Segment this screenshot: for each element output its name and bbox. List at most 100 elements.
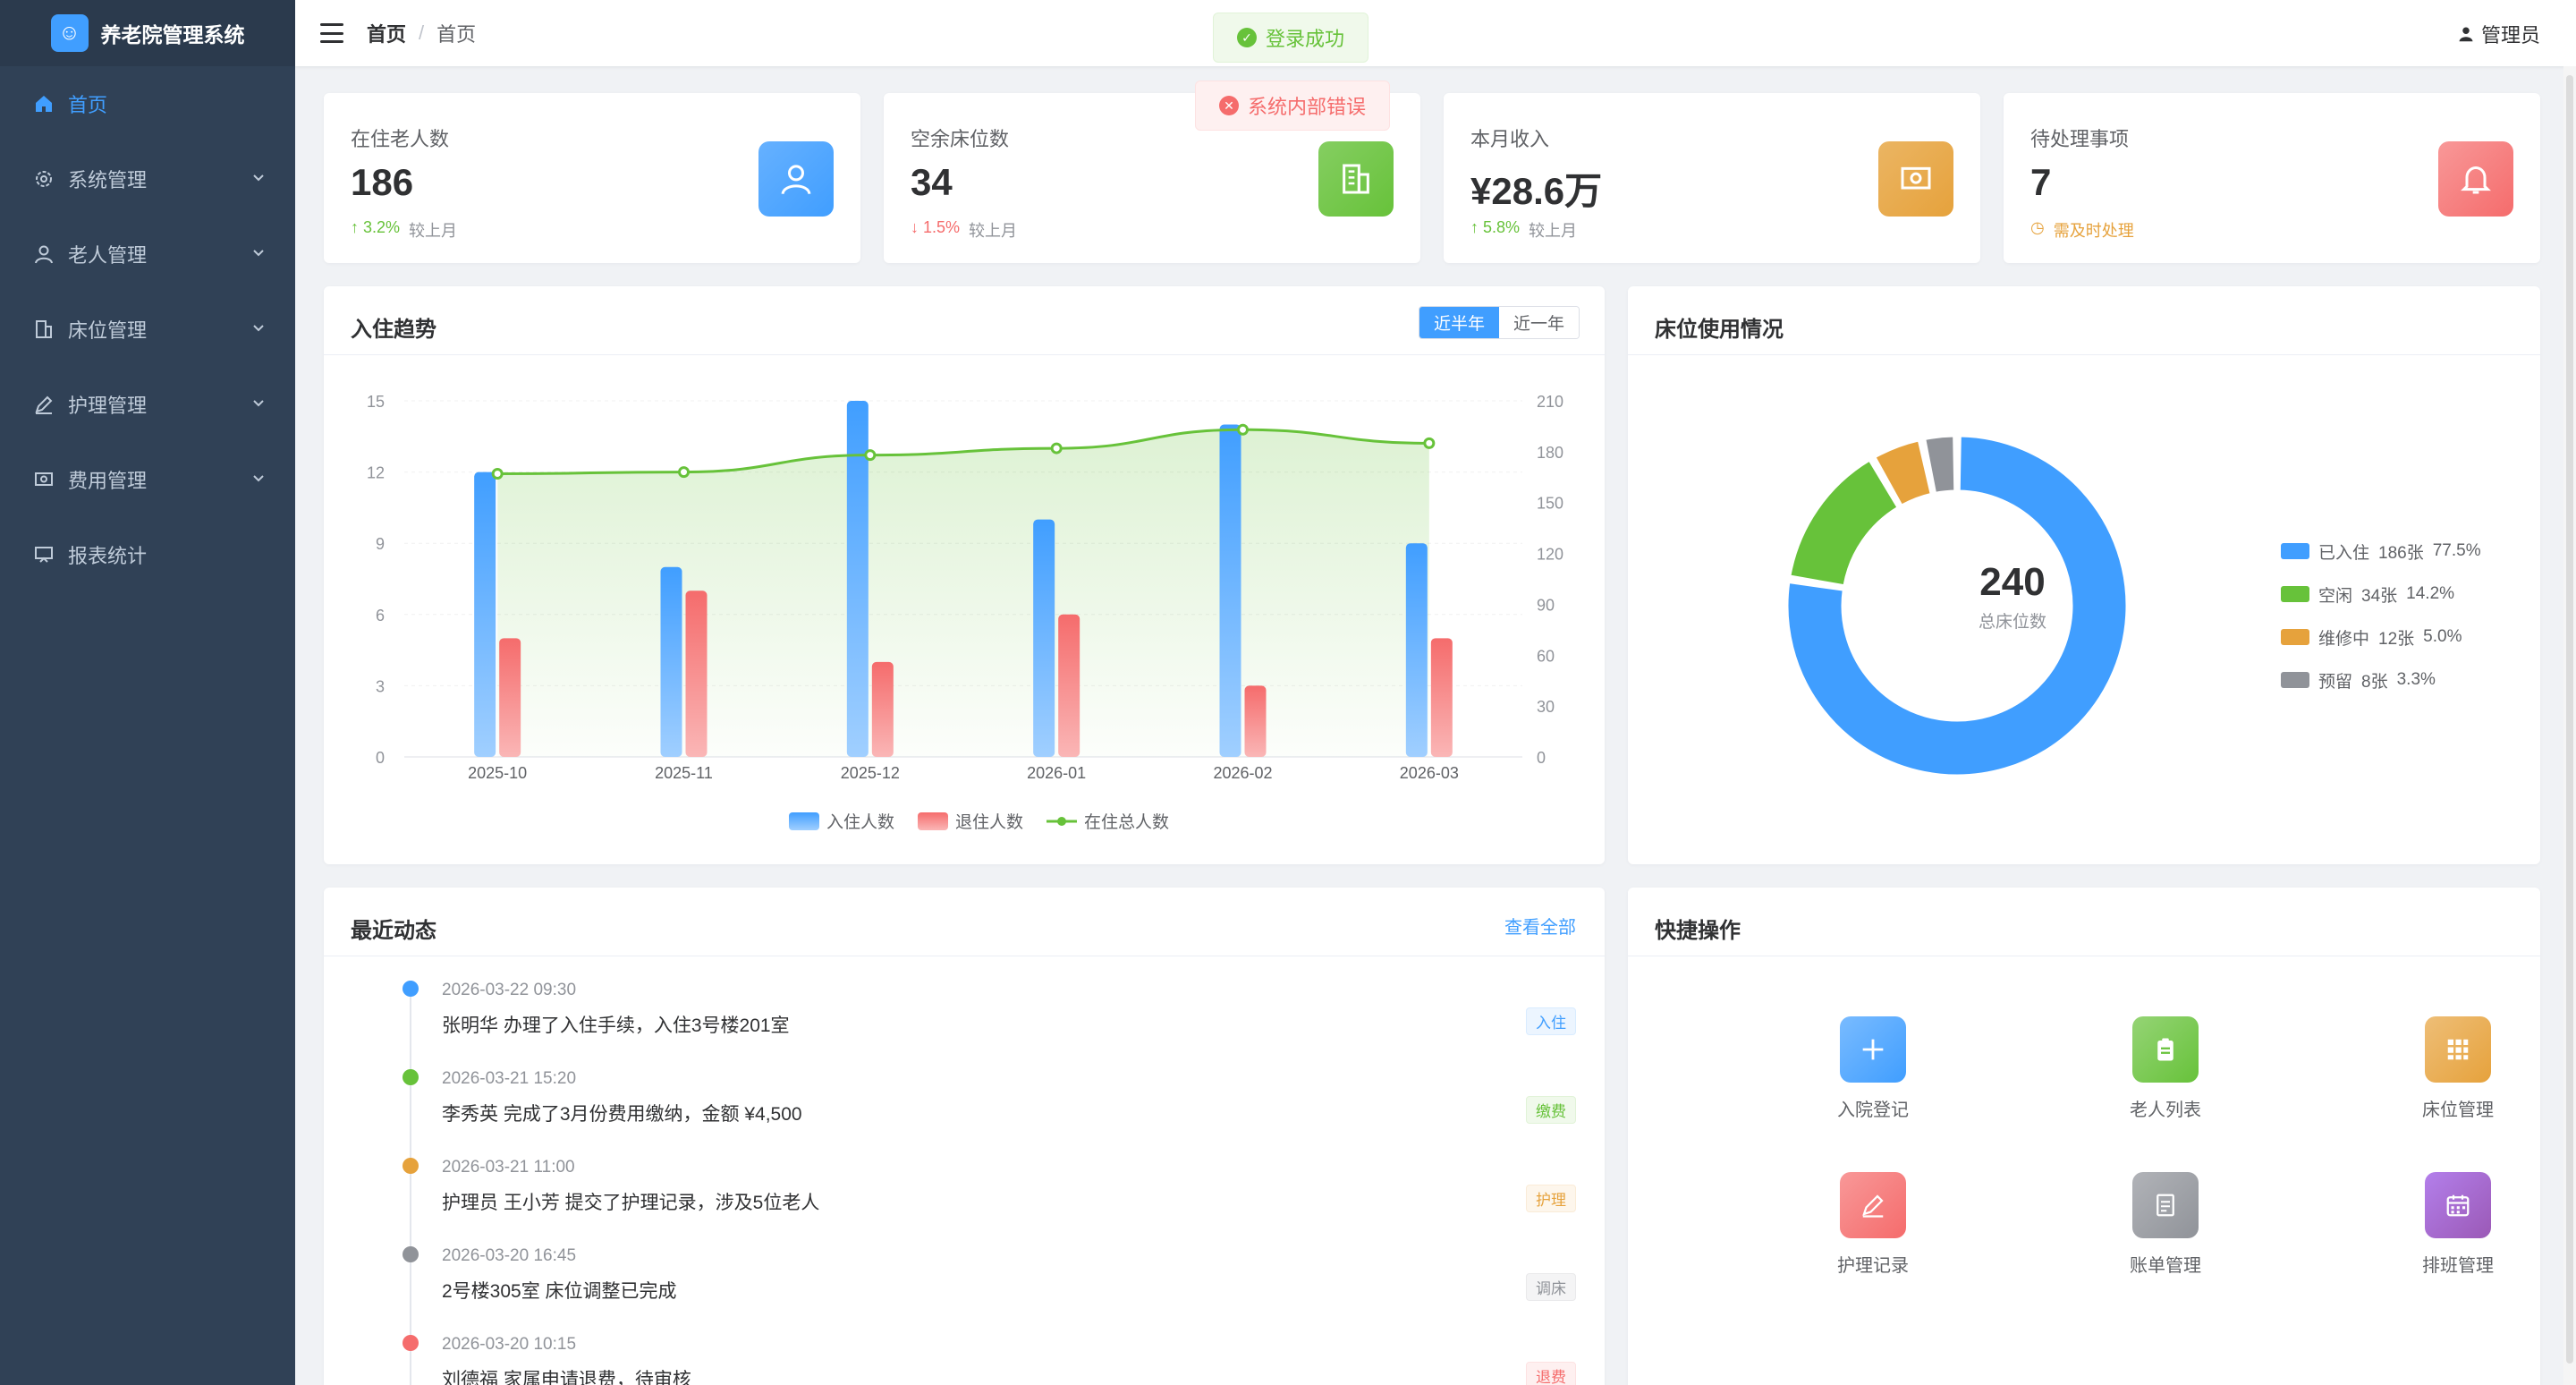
timeline-item[interactable]: 2026-03-22 09:30 张明华 办理了入住手续，入住3号楼201室 入… (324, 981, 1605, 1068)
quick-action-admission[interactable]: 入院登记 (1792, 1016, 1953, 1121)
quick-action-label: 护理记录 (1837, 1256, 1909, 1276)
timeline-line (410, 986, 411, 1385)
stat-value: 34 (911, 161, 953, 203)
legend-item[interactable]: 退住人数 (918, 809, 1023, 833)
pen-icon (1840, 1172, 1906, 1238)
grid-icon (2425, 1016, 2491, 1083)
stat-card-pending: 待处理事项 7 ◷ 需及时处理 (2004, 93, 2540, 263)
stat-trend: ↑ 3.2% 较上月 (351, 218, 457, 242)
timeline-item[interactable]: 2026-03-20 10:15 刘德福 家属申请退费，待审核 退费 (324, 1335, 1605, 1385)
legend-item[interactable]: 预留 8张 3.3% (2281, 659, 2481, 701)
checkin-bar (474, 472, 496, 757)
line-point (1050, 442, 1063, 455)
toggle-one-year[interactable]: 近一年 (1498, 307, 1579, 338)
building-icon (32, 318, 55, 341)
timeline-time: 2026-03-22 09:30 (442, 981, 577, 999)
donut-slice[interactable] (1788, 458, 1901, 588)
quick-action-elder-list[interactable]: 老人列表 (2085, 1016, 2246, 1121)
line-point (1237, 423, 1249, 436)
check-circle-icon: ✓ (1237, 28, 1257, 47)
x-tick-label: 2025-11 (655, 764, 713, 782)
stat-card-income: 本月收入 ¥28.6万 ↑ 5.8% 较上月 (1444, 93, 1980, 263)
checkout-bar (685, 591, 708, 757)
sidebar-item-care[interactable]: 护理管理 (0, 367, 295, 442)
chart-icon (32, 543, 55, 566)
divider (1628, 354, 2540, 355)
stat-label: 在住老人数 (351, 128, 450, 150)
legend-item[interactable]: 维修中 12张 5.0% (2281, 616, 2481, 659)
close-circle-icon: ✕ (1219, 96, 1239, 115)
donut-slice[interactable] (1872, 438, 1933, 508)
sidebar: ☺ 养老院管理系统 首页 系统管理 老人管理 床位 (0, 0, 295, 1385)
legend-item[interactable]: 在住总人数 (1046, 809, 1169, 833)
line-point (1423, 437, 1436, 449)
user-menu[interactable]: 管理员 (2458, 20, 2540, 48)
view-all-link[interactable]: 查看全部 (1504, 918, 1576, 938)
timeline-tag: 入住 (1526, 1007, 1576, 1035)
toggle-half-year[interactable]: 近半年 (1419, 307, 1499, 338)
donut-slice[interactable] (1922, 434, 1957, 496)
sidebar-item-elders[interactable]: 老人管理 (0, 217, 295, 292)
timeline-dot (402, 1069, 419, 1085)
donut-slice[interactable] (1785, 434, 2129, 777)
legend-pct: 5.0% (2423, 627, 2462, 646)
timeline-item[interactable]: 2026-03-20 16:45 2号楼305室 床位调整已完成 调床 (324, 1246, 1605, 1334)
sidebar-item-reports[interactable]: 报表统计 (0, 517, 295, 592)
line-area (497, 429, 1429, 757)
sidebar-item-home[interactable]: 首页 (0, 66, 295, 141)
scrollbar-thumb[interactable] (2566, 75, 2573, 1364)
breadcrumb-item[interactable]: 首页 (367, 23, 407, 46)
checkout-bar (499, 638, 521, 757)
timeline-tag: 缴费 (1526, 1096, 1576, 1124)
timeline-dot (402, 1335, 419, 1351)
plus-icon (1840, 1016, 1906, 1083)
menu-toggle-icon[interactable] (320, 23, 343, 43)
y-right-tick-label: 180 (1537, 444, 1563, 462)
error-toast: ✕ 系统内部错误 (1195, 81, 1391, 131)
top-header: 首页 / 首页 管理员 (295, 0, 2576, 66)
sidebar-item-fees[interactable]: 费用管理 (0, 442, 295, 517)
chevron-down-icon (253, 174, 264, 182)
x-tick-label: 2026-03 (1400, 764, 1459, 782)
legend-swatch (918, 811, 949, 830)
legend-name: 预留 (2318, 672, 2353, 692)
quick-action-schedule[interactable]: 排班管理 (2377, 1172, 2538, 1277)
timeline-text: 张明华 办理了入住手续，入住3号楼201室 (442, 1015, 790, 1036)
quick-action-label: 入院登记 (1837, 1100, 1909, 1120)
donut-total-label: 总床位数 (1978, 613, 2046, 632)
breadcrumb-separator: / (419, 21, 425, 44)
quick-action-care-records[interactable]: 护理记录 (1792, 1172, 1953, 1277)
card-title: 快捷操作 (1655, 919, 1741, 943)
legend-label: 入住人数 (826, 813, 895, 832)
timeline-item[interactable]: 2026-03-21 15:20 李秀英 完成了3月份费用缴纳，金额 ¥4,50… (324, 1069, 1605, 1157)
sidebar-item-system[interactable]: 系统管理 (0, 141, 295, 217)
page-scrollbar[interactable] (2563, 66, 2576, 1385)
timeline-text: 刘德福 家属申请退费，待审核 (442, 1370, 691, 1385)
quick-action-beds[interactable]: 床位管理 (2377, 1016, 2538, 1121)
legend-item[interactable]: 已入住 186张 77.5% (2281, 530, 2481, 573)
legend-name: 已入住 (2318, 543, 2370, 563)
checkin-bar (660, 566, 682, 757)
quick-action-bills[interactable]: 账单管理 (2085, 1172, 2246, 1277)
money-icon (1878, 141, 1953, 217)
checkout-bar (1244, 685, 1267, 757)
quick-action-label: 床位管理 (2422, 1100, 2494, 1120)
legend-item[interactable]: 空闲 34张 14.2% (2281, 573, 2481, 616)
sidebar-item-beds[interactable]: 床位管理 (0, 292, 295, 367)
chevron-down-icon (253, 325, 264, 332)
total-residents-line (497, 428, 1429, 475)
trend-chart-card: 入住趋势 近半年 近一年 0 3 6 9 12 15 0 30 60 90 120 150 180 210… (324, 286, 1605, 864)
legend-line-swatch (1046, 816, 1078, 826)
trend-value: ↓ 1.5% (911, 218, 961, 236)
timeline-item[interactable]: 2026-03-21 11:00 护理员 王小芳 提交了护理记录，涉及5位老人 … (324, 1158, 1605, 1245)
legend-item[interactable]: 入住人数 (789, 809, 894, 833)
bell-icon (2438, 141, 2513, 217)
x-tick-label: 2026-02 (1213, 764, 1272, 782)
money-icon (32, 468, 55, 491)
stat-value: 7 (2030, 161, 2052, 203)
bed-usage-card: 床位使用情况 240 总床位数 已入住 186张 77.5% 空闲 34张 14.2% … (1628, 286, 2540, 864)
checkout-bar (1058, 614, 1080, 757)
stat-value: ¥28.6万 (1470, 170, 1603, 212)
user-icon (2459, 27, 2473, 42)
